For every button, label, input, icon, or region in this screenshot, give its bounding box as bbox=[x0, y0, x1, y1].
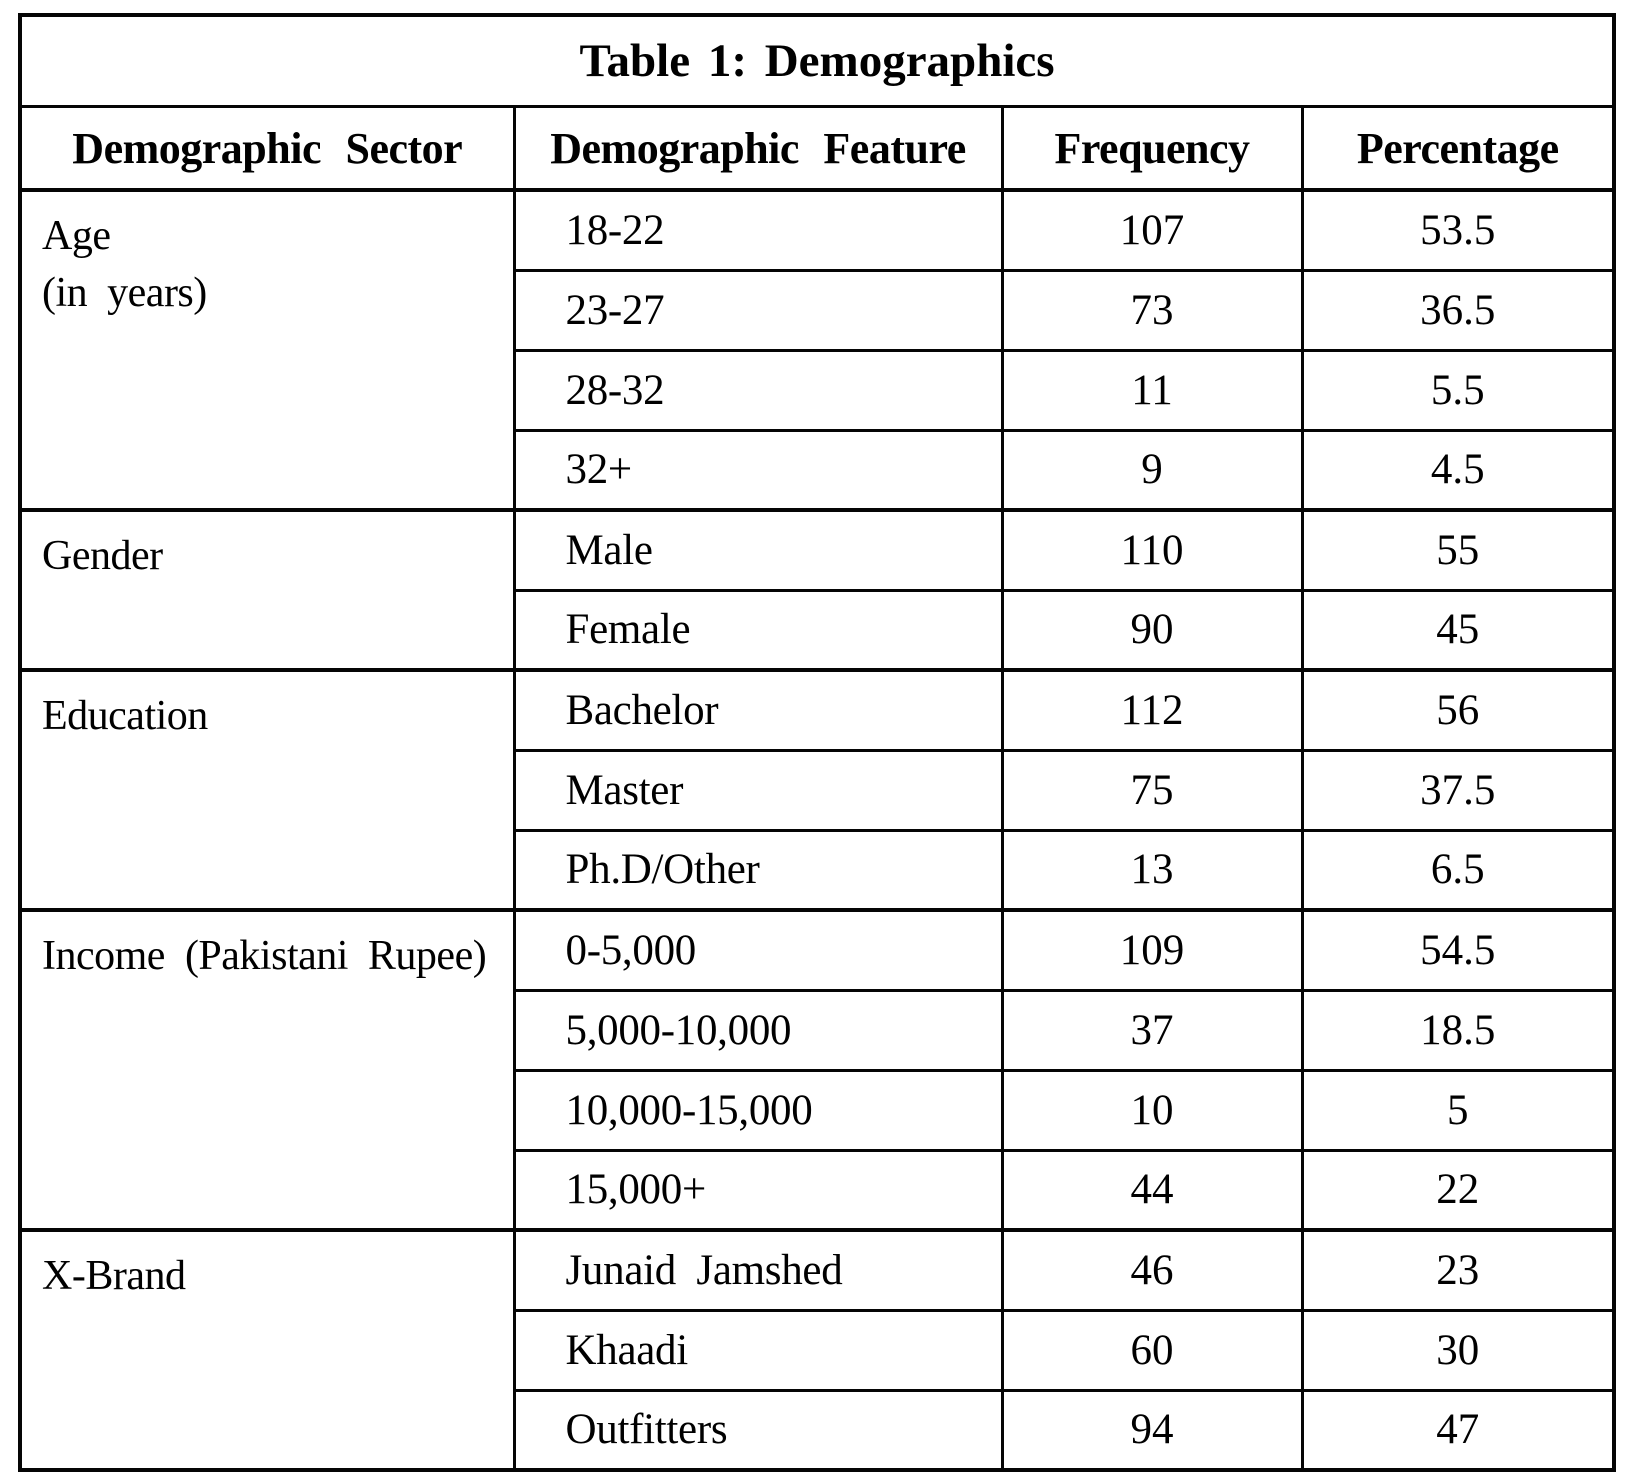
table-row: Master 75 37.5 bbox=[20, 748, 1616, 832]
frequency-cell: 110 bbox=[1000, 508, 1304, 592]
header-row: Demographic Sector Demographic Feature F… bbox=[18, 105, 1616, 192]
table-row: 32+ 9 4.5 bbox=[20, 428, 1616, 512]
sector-label-line2: (in years) bbox=[42, 269, 207, 316]
table-row: 28-32 11 5.5 bbox=[20, 348, 1616, 432]
frequency-cell: 10 bbox=[1000, 1068, 1304, 1152]
frequency-cell: 37 bbox=[1000, 988, 1304, 1072]
percentage-cell: 55 bbox=[1300, 508, 1616, 592]
feature-cell: Khaadi bbox=[512, 1308, 1004, 1392]
column-header-demographic-sector: Demographic Sector bbox=[18, 105, 516, 192]
table-row: Outfitters 94 47 bbox=[20, 1388, 1616, 1472]
frequency-cell: 90 bbox=[1000, 588, 1304, 672]
percentage-cell: 53.5 bbox=[1300, 188, 1616, 272]
sector-cell-age: Age (in years) bbox=[18, 188, 516, 512]
sector-label: X-Brand bbox=[42, 1253, 186, 1299]
feature-cell: Outfitters bbox=[512, 1388, 1004, 1472]
table-row: X-Brand Junaid Jamshed 46 23 bbox=[18, 1228, 1616, 1472]
table-row: Income (Pakistani Rupee) 0-5,000 109 54.… bbox=[18, 908, 1616, 1232]
percentage-cell: 36.5 bbox=[1300, 268, 1616, 352]
sector-cell-xbrand: X-Brand bbox=[18, 1228, 516, 1472]
feature-cell: 18-22 bbox=[512, 188, 1004, 272]
frequency-cell: 73 bbox=[1000, 268, 1304, 352]
frequency-cell: 46 bbox=[1000, 1228, 1304, 1312]
table-row: 23-27 73 36.5 bbox=[20, 268, 1616, 352]
table-row: Education Bachelor 112 56 bbox=[18, 668, 1616, 912]
frequency-cell: 11 bbox=[1000, 348, 1304, 432]
column-header-percentage: Percentage bbox=[1300, 105, 1616, 192]
feature-cell: Male bbox=[512, 508, 1004, 592]
table-row: Age (in years) 18-22 107 53.5 bbox=[18, 188, 1616, 512]
table-row: 15,000+ 44 22 bbox=[20, 1148, 1616, 1232]
frequency-cell: 13 bbox=[1000, 828, 1304, 912]
frequency-cell: 112 bbox=[1000, 668, 1304, 752]
table-row: Ph.D/Other 13 6.5 bbox=[20, 828, 1616, 912]
frequency-cell: 44 bbox=[1000, 1148, 1304, 1232]
percentage-cell: 23 bbox=[1300, 1228, 1616, 1312]
feature-cell: 15,000+ bbox=[512, 1148, 1004, 1232]
feature-cell: Bachelor bbox=[512, 668, 1004, 752]
frequency-cell: 107 bbox=[1000, 188, 1304, 272]
feature-cell: Master bbox=[512, 748, 1004, 832]
table-row: Female 90 45 bbox=[20, 588, 1616, 672]
percentage-cell: 54.5 bbox=[1300, 908, 1616, 992]
table-row: 10,000-15,000 10 5 bbox=[20, 1068, 1616, 1152]
percentage-cell: 37.5 bbox=[1300, 748, 1616, 832]
table-title: Table 1: Demographics bbox=[18, 13, 1616, 108]
feature-cell: 5,000-10,000 bbox=[512, 988, 1004, 1072]
percentage-cell: 4.5 bbox=[1300, 428, 1616, 512]
feature-cell: Junaid Jamshed bbox=[512, 1228, 1004, 1312]
column-header-demographic-feature: Demographic Feature bbox=[512, 105, 1004, 192]
percentage-cell: 18.5 bbox=[1300, 988, 1616, 1072]
sector-label: Education bbox=[42, 693, 208, 739]
table-row: Gender Male 110 55 bbox=[18, 508, 1616, 672]
sector-label: Age bbox=[42, 213, 111, 259]
percentage-cell: 6.5 bbox=[1300, 828, 1616, 912]
feature-cell: 28-32 bbox=[512, 348, 1004, 432]
frequency-cell: 75 bbox=[1000, 748, 1304, 832]
feature-cell: 23-27 bbox=[512, 268, 1004, 352]
sector-label: Income (Pakistani Rupee) bbox=[42, 933, 487, 979]
column-header-frequency: Frequency bbox=[1000, 105, 1304, 192]
sector-cell-income: Income (Pakistani Rupee) bbox=[18, 908, 516, 1232]
percentage-cell: 56 bbox=[1300, 668, 1616, 752]
sector-label: Gender bbox=[42, 533, 163, 579]
sector-cell-education: Education bbox=[18, 668, 516, 912]
percentage-cell: 5.5 bbox=[1300, 348, 1616, 432]
feature-cell: 10,000-15,000 bbox=[512, 1068, 1004, 1152]
demographics-table: Table 1: Demographics Demographic Sector… bbox=[18, 13, 1617, 1472]
feature-cell: 32+ bbox=[512, 428, 1004, 512]
frequency-cell: 109 bbox=[1000, 908, 1304, 992]
percentage-cell: 30 bbox=[1300, 1308, 1616, 1392]
percentage-cell: 5 bbox=[1300, 1068, 1616, 1152]
percentage-cell: 45 bbox=[1300, 588, 1616, 672]
feature-cell: Ph.D/Other bbox=[512, 828, 1004, 912]
table-row: Khaadi 60 30 bbox=[20, 1308, 1616, 1392]
frequency-cell: 9 bbox=[1000, 428, 1304, 512]
frequency-cell: 60 bbox=[1000, 1308, 1304, 1392]
percentage-cell: 47 bbox=[1300, 1388, 1616, 1472]
sector-cell-gender: Gender bbox=[18, 508, 516, 672]
feature-cell: 0-5,000 bbox=[512, 908, 1004, 992]
percentage-cell: 22 bbox=[1300, 1148, 1616, 1232]
table-row: 5,000-10,000 37 18.5 bbox=[20, 988, 1616, 1072]
title-row: Table 1: Demographics bbox=[18, 13, 1616, 108]
frequency-cell: 94 bbox=[1000, 1388, 1304, 1472]
feature-cell: Female bbox=[512, 588, 1004, 672]
